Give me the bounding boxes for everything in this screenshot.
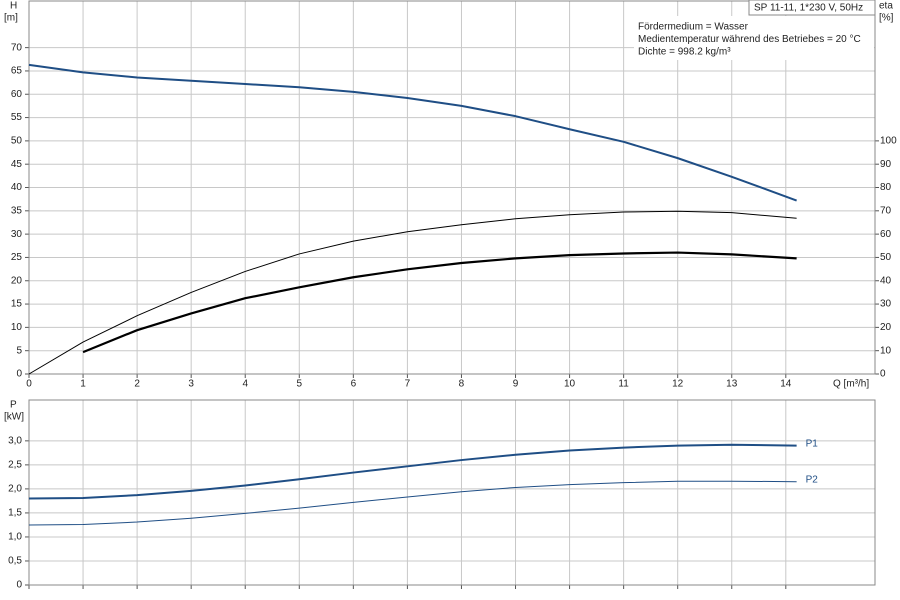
y2-tick-label: 60 [880, 229, 892, 240]
y2-axis-unit: [%] [879, 13, 894, 24]
x-tick-label: 13 [726, 379, 738, 390]
y-tick-label: 20 [11, 275, 23, 286]
y-tick-label: 10 [11, 322, 23, 333]
x-tick-label: 6 [351, 379, 357, 390]
y2-tick-label: 100 [880, 136, 897, 147]
plot-frame [28, 399, 876, 586]
plot-frame [28, 0, 876, 375]
data-line [28, 480, 797, 526]
y-tick-label: 0 [16, 369, 22, 380]
x-tick-label: 14 [780, 379, 792, 390]
data-line [28, 443, 797, 500]
y-axis-unit: [m] [4, 13, 18, 24]
x-tick-label: 11 [618, 379, 629, 390]
x-tick-label: 7 [405, 379, 411, 390]
annotation: Dichte = 998.2 kg/m³ [638, 47, 731, 58]
x-tick-label: 2 [134, 379, 140, 390]
y2-tick-label: 0 [880, 369, 886, 380]
y2-tick-label: 40 [880, 275, 892, 286]
y2-tick-label: 50 [880, 252, 892, 263]
data-line [28, 210, 797, 375]
y-tick-label: 60 [11, 89, 23, 100]
series-label: P2 [806, 474, 819, 485]
y-tick-label: 70 [11, 42, 23, 53]
y2-axis-label: eta [879, 1, 893, 12]
series-label: P1 [806, 438, 819, 449]
y-tick-label: 40 [11, 182, 23, 193]
y2-tick-label: 90 [880, 159, 892, 170]
y-tick-label: 25 [11, 252, 23, 263]
y-tick-label: 1,5 [8, 508, 22, 519]
y-tick-label: 0 [16, 580, 22, 591]
annotation-bg [634, 16, 874, 60]
y-tick-label: 2,5 [8, 460, 22, 471]
x-tick-label: 5 [297, 379, 303, 390]
y-tick-label: 0,5 [8, 556, 22, 567]
x-tick-label: 4 [242, 379, 248, 390]
x-tick-label: 1 [80, 379, 86, 390]
annotation: Fördermedium = Wasser [638, 22, 749, 33]
y-tick-label: 55 [11, 112, 23, 123]
y2-tick-label: 70 [880, 205, 892, 216]
y-axis-label: P [10, 400, 17, 411]
y2-tick-label: 10 [880, 345, 892, 356]
x-tick-label: 3 [188, 379, 194, 390]
y2-tick-label: 80 [880, 182, 892, 193]
x-tick-label: 9 [513, 379, 519, 390]
x-tick-label: 12 [672, 379, 684, 390]
info-box [748, 0, 876, 16]
x-tick-label: 10 [564, 379, 576, 390]
x-tick-label: 0 [26, 379, 32, 390]
y2-tick-label: 20 [880, 322, 892, 333]
y-tick-label: 1,0 [8, 532, 22, 543]
chart-title: SP 11-11, 1*230 V, 50Hz [754, 3, 863, 14]
y-tick-label: 50 [11, 136, 23, 147]
y-tick-label: 15 [11, 299, 23, 310]
y-tick-label: 35 [11, 205, 23, 216]
y-tick-label: 3,0 [8, 435, 22, 446]
y-tick-label: 5 [16, 345, 22, 356]
y2-tick-label: 30 [880, 299, 892, 310]
x-axis-label: Q [m³/h] [833, 379, 869, 390]
y-tick-label: 2,0 [8, 484, 22, 495]
y-tick-label: 45 [11, 159, 23, 170]
y-axis-unit: [kW] [4, 412, 24, 423]
y-tick-label: 30 [11, 229, 23, 240]
data-line [28, 63, 797, 202]
y-tick-label: 65 [11, 66, 23, 77]
annotation: Medientemperatur während des Betriebes =… [638, 34, 861, 45]
data-line [82, 251, 797, 354]
x-tick-label: 8 [459, 379, 465, 390]
y-axis-label: H [10, 1, 17, 12]
